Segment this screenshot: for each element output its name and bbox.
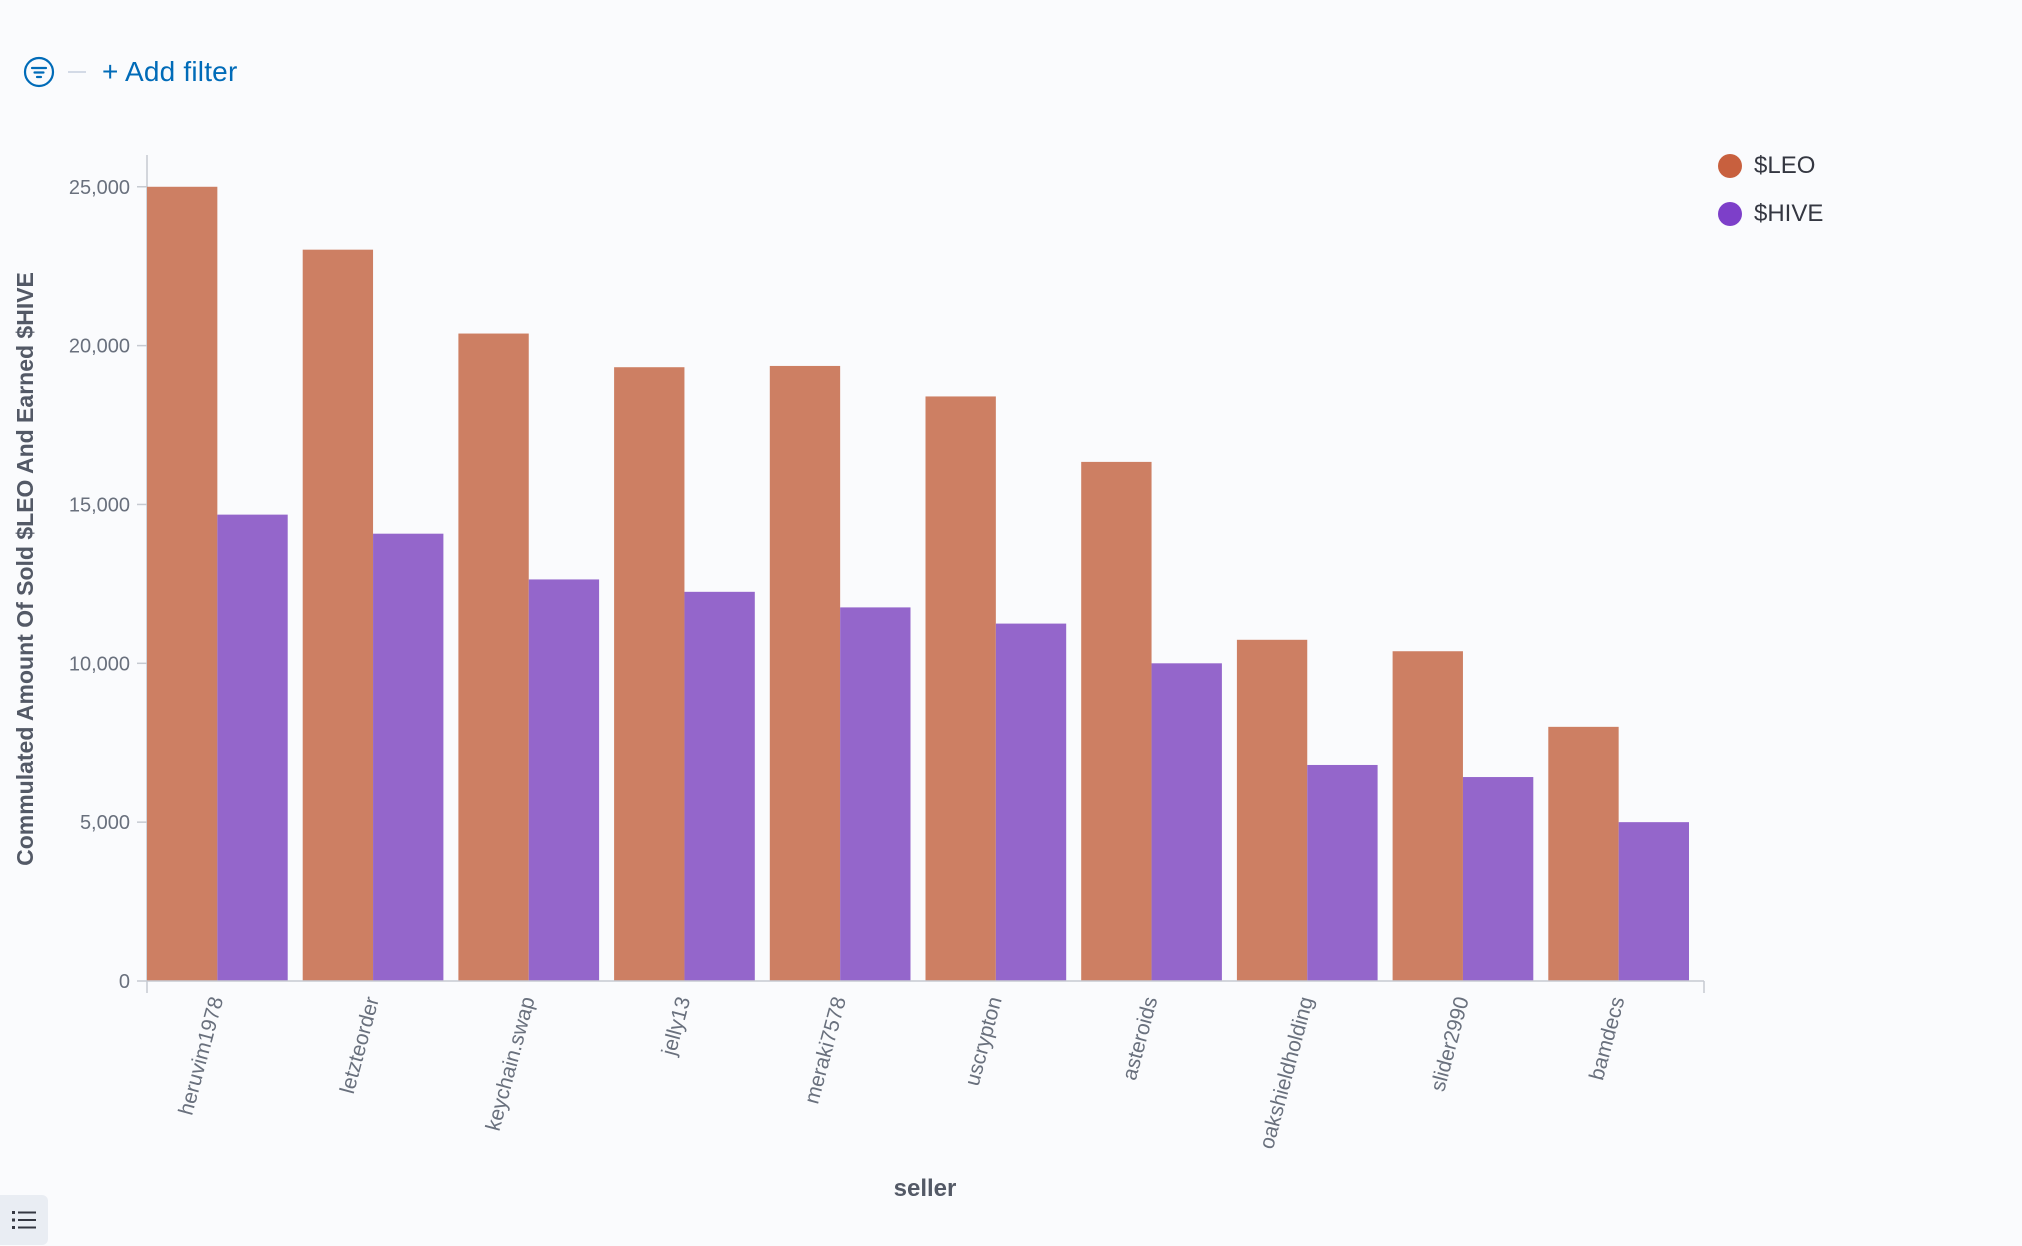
bar-hive-slider2990[interactable] <box>1462 777 1534 981</box>
bar-hive-keychain.swap[interactable] <box>528 579 600 981</box>
y-axis: 0 5,000 10,000 15,000 20,000 25,000 <box>69 155 148 993</box>
x-tick-label: jelly13 <box>657 994 695 1058</box>
x-tick-label: bamdecs <box>1585 994 1629 1082</box>
bar-hive-bamdecs[interactable] <box>1618 822 1689 981</box>
bar-leo-heruvim1978[interactable] <box>147 186 218 981</box>
bar-leo-jelly13[interactable] <box>614 367 685 981</box>
x-tick-label: meraki7578 <box>800 994 851 1106</box>
y-tick-label: 20,000 <box>69 336 130 358</box>
y-tick-label: 15,000 <box>69 494 130 516</box>
x-tick-label: letzteorder <box>336 994 384 1096</box>
bar-leo-uscrypton[interactable] <box>925 396 996 981</box>
bar-leo-keychain.swap[interactable] <box>458 333 529 981</box>
list-icon <box>12 1211 36 1229</box>
list-toggle-button[interactable] <box>0 1195 48 1245</box>
filter-separator <box>68 71 86 73</box>
x-tick-label: uscrypton <box>961 994 1007 1088</box>
legend: $LEO $HIVE <box>1718 142 1823 238</box>
add-filter-button[interactable]: + Add filter <box>102 56 238 87</box>
y-tick-label: 10,000 <box>69 653 130 675</box>
legend-dot-leo <box>1718 154 1742 178</box>
bar-hive-oakshieldholding[interactable] <box>1307 764 1378 981</box>
x-axis-title: seller <box>894 1175 957 1202</box>
bar-leo-letzteorder[interactable] <box>302 249 374 981</box>
bar-hive-uscrypton[interactable] <box>995 623 1067 981</box>
bar-leo-oakshieldholding[interactable] <box>1236 639 1308 981</box>
bar-hive-heruvim1978[interactable] <box>217 514 288 981</box>
y-tick-label: 5,000 <box>80 812 130 834</box>
legend-label-hive: $HIVE <box>1754 200 1824 227</box>
filter-icon[interactable] <box>22 55 56 89</box>
x-tick-label: heruvim1978 <box>175 994 229 1117</box>
bar-leo-asteroids[interactable] <box>1081 461 1152 982</box>
legend-dot-hive <box>1718 202 1742 226</box>
y-tick-label: 0 <box>119 971 130 993</box>
bar-hive-asteroids[interactable] <box>1151 663 1222 981</box>
x-tick-label: slider2990 <box>1426 994 1473 1094</box>
bar-leo-bamdecs[interactable] <box>1548 726 1619 981</box>
x-tick-label: keychain.swap <box>482 994 540 1133</box>
x-tick-label: oakshieldholding <box>1255 994 1318 1151</box>
legend-label-leo: $LEO <box>1754 152 1816 179</box>
x-tick-label: asteroids <box>1118 994 1162 1082</box>
legend-item-hive[interactable]: $HIVE <box>1718 190 1823 238</box>
x-axis: heruvim1978 letzteorder keychain.swap jelly… <box>146 980 1705 1151</box>
bar-hive-letzteorder[interactable] <box>373 533 444 981</box>
y-tick-label: 25,000 <box>69 177 130 199</box>
y-axis-title: Commulated Amount Of Sold $LEO And Earne… <box>12 272 38 866</box>
bar-hive-jelly13[interactable] <box>684 591 755 981</box>
legend-item-leo[interactable]: $LEO <box>1718 142 1823 190</box>
bar-leo-meraki7578[interactable] <box>769 365 841 981</box>
filter-bar: + Add filter <box>22 52 237 92</box>
bar-leo-slider2990[interactable] <box>1392 651 1463 981</box>
bars <box>147 186 1689 982</box>
bar-hive-meraki7578[interactable] <box>840 607 911 981</box>
